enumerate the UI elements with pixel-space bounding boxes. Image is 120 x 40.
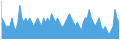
y-axis-line xyxy=(1,1,2,39)
chart-container xyxy=(0,0,120,40)
line xyxy=(2,5,119,35)
area xyxy=(2,5,119,39)
chart xyxy=(0,0,120,40)
plot-area xyxy=(2,5,119,39)
